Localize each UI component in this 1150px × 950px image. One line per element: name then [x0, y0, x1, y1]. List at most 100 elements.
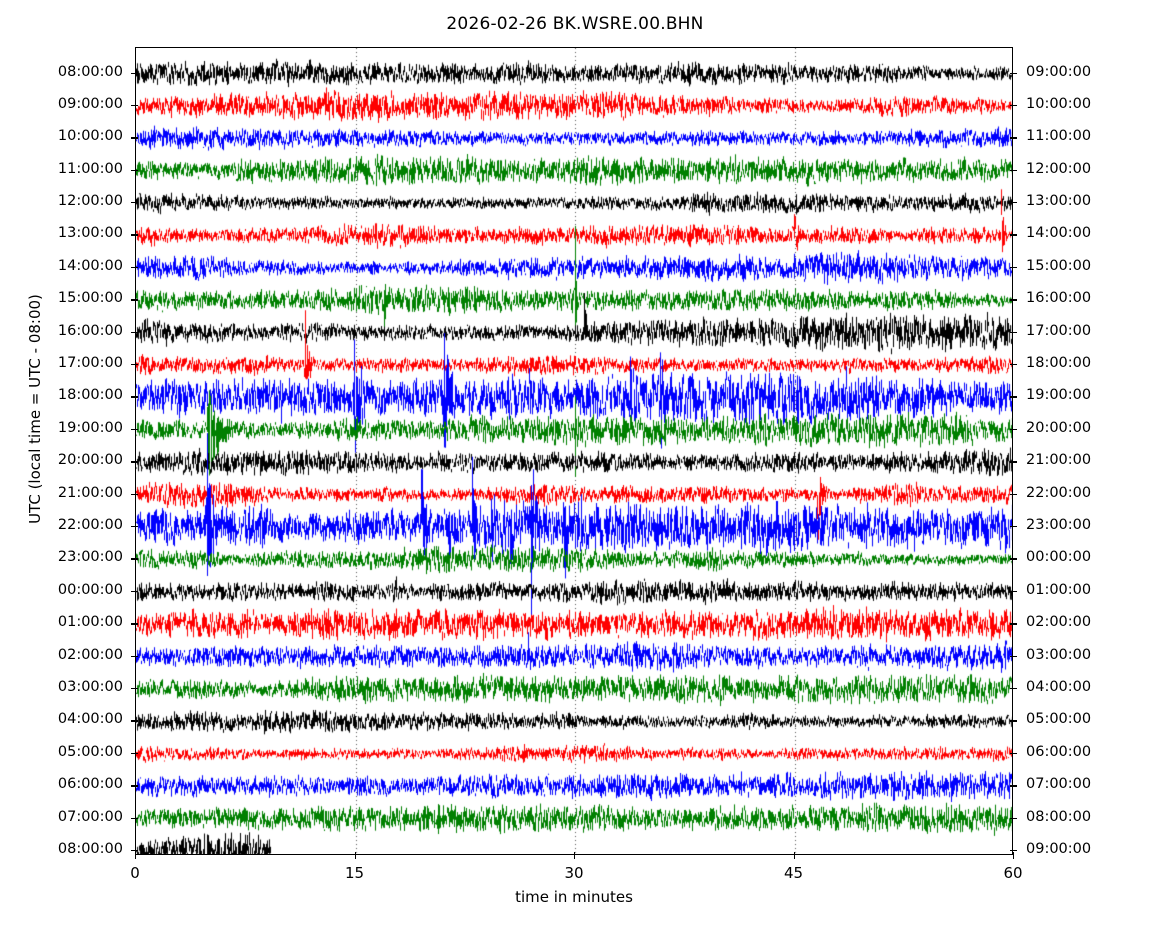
- y-tick-mark-right: [1010, 655, 1017, 657]
- y-tick-mark-right: [1010, 590, 1017, 593]
- y-tick-mark-left: [131, 461, 138, 463]
- x-tick-mark: [793, 852, 795, 859]
- y-tick-mark-right: [1010, 104, 1017, 107]
- y-tick-label-left: 06:00:00: [57, 776, 123, 793]
- y-tick-mark-right: [1010, 202, 1017, 204]
- y-tick-mark-left: [131, 720, 138, 722]
- y-tick-label-left: 16:00:00: [57, 322, 123, 339]
- x-axis-label: time in minutes: [515, 888, 633, 906]
- y-tick-mark-right: [1010, 850, 1017, 852]
- y-tick-label-left: 13:00:00: [57, 225, 123, 242]
- y-tick-label-left: 15:00:00: [57, 290, 123, 307]
- y-tick-label-left: 21:00:00: [57, 484, 123, 501]
- y-tick-label-left: 09:00:00: [57, 95, 123, 112]
- y-tick-label-right: 06:00:00: [1026, 743, 1092, 760]
- y-tick-label-left: 07:00:00: [57, 808, 123, 825]
- y-tick-mark-left: [131, 266, 138, 269]
- y-tick-label-left: 14:00:00: [57, 257, 123, 274]
- y-tick-mark-left: [131, 72, 138, 74]
- plot-area: [135, 47, 1013, 855]
- y-tick-mark-left: [131, 558, 138, 560]
- y-tick-mark-right: [1010, 688, 1017, 690]
- y-tick-label-right: 15:00:00: [1026, 257, 1092, 274]
- y-tick-label-left: 02:00:00: [57, 646, 123, 663]
- y-tick-label-left: 08:00:00: [57, 63, 123, 80]
- y-tick-mark-right: [1010, 331, 1017, 333]
- y-tick-mark-right: [1010, 169, 1017, 171]
- y-tick-mark-right: [1010, 364, 1017, 366]
- y-tick-label-right: 14:00:00: [1026, 225, 1092, 242]
- x-tick-label: 30: [564, 864, 584, 882]
- y-tick-mark-right: [1010, 299, 1017, 301]
- y-tick-label-right: 00:00:00: [1026, 549, 1092, 566]
- y-tick-label-right: 13:00:00: [1026, 193, 1092, 210]
- y-tick-mark-left: [131, 493, 138, 495]
- y-tick-label-left: 08:00:00: [57, 841, 123, 857]
- y-tick-mark-right: [1010, 137, 1017, 139]
- y-tick-mark-right: [1010, 461, 1017, 463]
- y-tick-mark-right: [1010, 817, 1017, 819]
- y-tick-label-right: 01:00:00: [1026, 581, 1092, 598]
- x-tick-label: 0: [130, 864, 140, 882]
- y-tick-mark-left: [131, 817, 138, 819]
- y-tick-mark-right: [1010, 72, 1017, 74]
- y-tick-label-right: 19:00:00: [1026, 387, 1092, 404]
- y-tick-mark-right: [1010, 785, 1017, 787]
- y-tick-label-right: 02:00:00: [1026, 614, 1092, 631]
- y-tick-mark-left: [131, 299, 138, 301]
- y-tick-mark-left: [131, 137, 138, 139]
- seismogram-traces: [136, 48, 1012, 854]
- y-tick-label-left: 19:00:00: [57, 419, 123, 436]
- x-tick-mark: [574, 852, 576, 859]
- y-tick-label-right: 18:00:00: [1026, 355, 1092, 372]
- y-tick-mark-left: [131, 428, 138, 431]
- y-tick-mark-right: [1010, 623, 1017, 625]
- y-tick-mark-right: [1010, 266, 1017, 269]
- y-tick-label-right: 08:00:00: [1026, 808, 1092, 825]
- y-tick-mark-left: [131, 526, 138, 528]
- y-tick-label-left: 12:00:00: [57, 193, 123, 210]
- y-tick-label-left: 04:00:00: [57, 711, 123, 728]
- y-tick-label-left: 01:00:00: [57, 614, 123, 631]
- y-tick-mark-left: [131, 202, 138, 204]
- y-tick-label-right: 04:00:00: [1026, 679, 1092, 696]
- y-tick-mark-left: [131, 169, 138, 171]
- y-tick-label-right: 11:00:00: [1026, 128, 1092, 145]
- y-tick-mark-right: [1010, 558, 1017, 560]
- y-tick-label-left: 00:00:00: [57, 581, 123, 598]
- y-tick-mark-right: [1010, 752, 1017, 755]
- y-tick-mark-left: [131, 623, 138, 625]
- y-tick-label-left: 10:00:00: [57, 128, 123, 145]
- y-tick-mark-left: [131, 785, 138, 787]
- y-tick-mark-left: [131, 850, 138, 852]
- y-tick-mark-right: [1010, 396, 1017, 398]
- y-tick-mark-left: [131, 331, 138, 333]
- y-tick-label-right: 17:00:00: [1026, 322, 1092, 339]
- y-tick-label-right: 20:00:00: [1026, 419, 1092, 436]
- y-tick-label-right: 10:00:00: [1026, 95, 1092, 112]
- y-tick-label-right: 09:00:00: [1026, 841, 1092, 857]
- y-tick-mark-left: [131, 655, 138, 657]
- page-title: 2026-02-26 BK.WSRE.00.BHN: [446, 14, 704, 34]
- y-tick-mark-right: [1010, 428, 1017, 431]
- y-tick-label-left: 20:00:00: [57, 452, 123, 469]
- x-tick-mark: [135, 852, 137, 859]
- y-tick-mark-left: [131, 364, 138, 366]
- x-tick-mark: [354, 852, 356, 859]
- y-tick-label-right: 07:00:00: [1026, 776, 1092, 793]
- y-tick-mark-left: [131, 688, 138, 690]
- y-tick-mark-left: [131, 752, 138, 755]
- y-tick-mark-left: [131, 234, 138, 236]
- y-tick-label-right: 21:00:00: [1026, 452, 1092, 469]
- y-tick-label-left: 05:00:00: [57, 743, 123, 760]
- y-tick-label-right: 03:00:00: [1026, 646, 1092, 663]
- y-tick-mark-left: [131, 590, 138, 593]
- y-tick-label-right: 16:00:00: [1026, 290, 1092, 307]
- x-tick-label: 60: [1003, 864, 1023, 882]
- y-tick-label-left: 03:00:00: [57, 679, 123, 696]
- y-tick-label-right: 23:00:00: [1026, 517, 1092, 534]
- x-tick-label: 15: [344, 864, 365, 882]
- y-tick-label-left: 18:00:00: [57, 387, 123, 404]
- y-tick-label-right: 12:00:00: [1026, 160, 1092, 177]
